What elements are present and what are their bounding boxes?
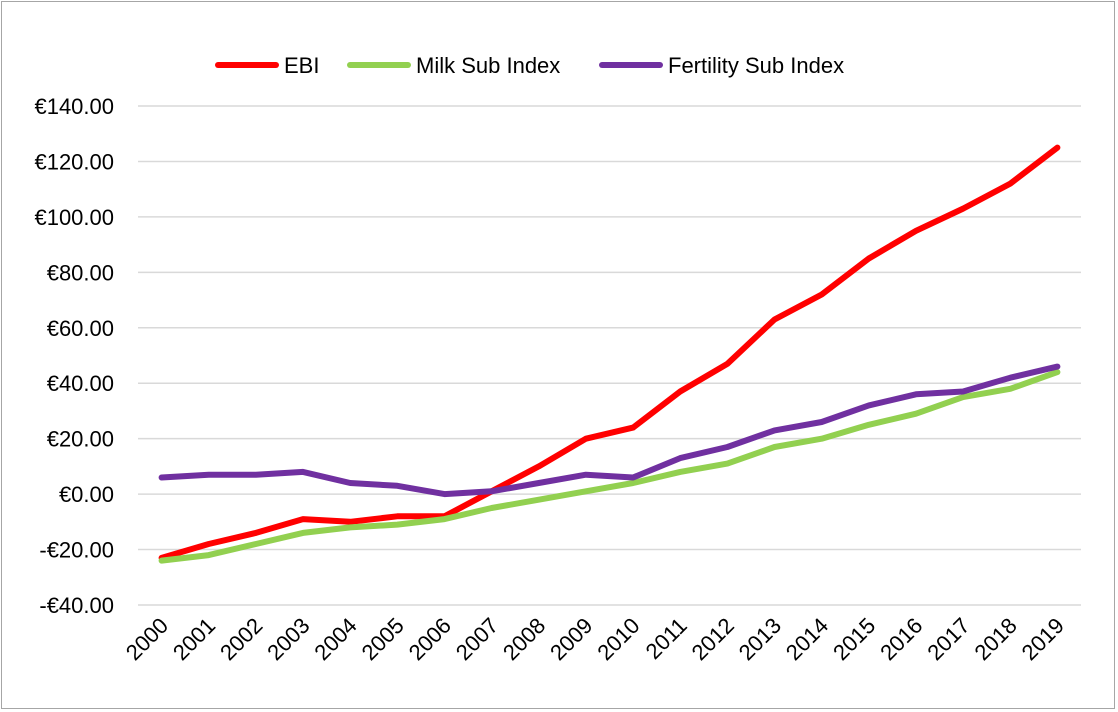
- x-tick-label: 2007: [451, 613, 503, 665]
- y-tick-label: -€40.00: [39, 593, 114, 618]
- series-lines: [158, 144, 1061, 564]
- x-tick-label: 2006: [404, 613, 456, 665]
- x-tick-label: 2004: [309, 613, 361, 665]
- y-tick-label: €20.00: [47, 427, 114, 452]
- x-axis-ticks: 2000200120022003200420052006200720082009…: [121, 613, 1069, 665]
- y-tick-label: €100.00: [34, 205, 114, 230]
- y-axis-ticks: €140.00 €120.00 €100.00 €80.00 €60.00 €40.00 €…: [34, 94, 114, 618]
- x-tick-label: 2010: [592, 613, 644, 665]
- x-tick-label: 2001: [168, 613, 220, 665]
- x-tick-label: 2012: [687, 613, 739, 665]
- y-tick-label: €40.00: [47, 371, 114, 396]
- series-line-milk-sub-index: [158, 369, 1061, 564]
- y-tick-label: €0.00: [59, 482, 114, 507]
- x-tick-label: 2003: [262, 613, 314, 665]
- x-tick-label: 2018: [970, 613, 1022, 665]
- x-tick-label: 2013: [734, 613, 786, 665]
- legend-label: Fertility Sub Index: [668, 53, 844, 78]
- x-tick-label: 2011: [641, 613, 692, 664]
- x-tick-label: 2005: [357, 613, 409, 665]
- x-tick-label: 2008: [498, 613, 550, 665]
- x-tick-label: 2000: [121, 613, 173, 665]
- x-tick-label: 2002: [215, 613, 267, 665]
- legend-item: Fertility Sub Index: [599, 53, 844, 78]
- legend-item: EBI: [215, 53, 319, 78]
- x-tick-label: 2017: [922, 613, 974, 665]
- legend-item: Milk Sub Index: [347, 53, 560, 78]
- y-tick-label: €120.00: [34, 149, 114, 174]
- gridlines: [138, 105, 1081, 606]
- legend: EBI Milk Sub Index Fertility Sub Index: [215, 53, 844, 78]
- y-tick-label: €80.00: [47, 260, 114, 285]
- y-tick-label: €60.00: [47, 316, 114, 341]
- series-line-fertility-sub-index: [158, 363, 1061, 498]
- x-tick-label: 2009: [545, 613, 597, 665]
- x-tick-label: 2015: [828, 613, 880, 665]
- legend-label: EBI: [284, 53, 319, 78]
- legend-label: Milk Sub Index: [416, 53, 560, 78]
- x-tick-label: 2014: [781, 613, 833, 665]
- series-line-ebi: [158, 144, 1061, 561]
- y-tick-label: -€20.00: [39, 538, 114, 563]
- x-tick-label: 2016: [875, 613, 927, 665]
- x-tick-label: 2019: [1017, 613, 1069, 665]
- y-tick-label: €140.00: [34, 94, 114, 119]
